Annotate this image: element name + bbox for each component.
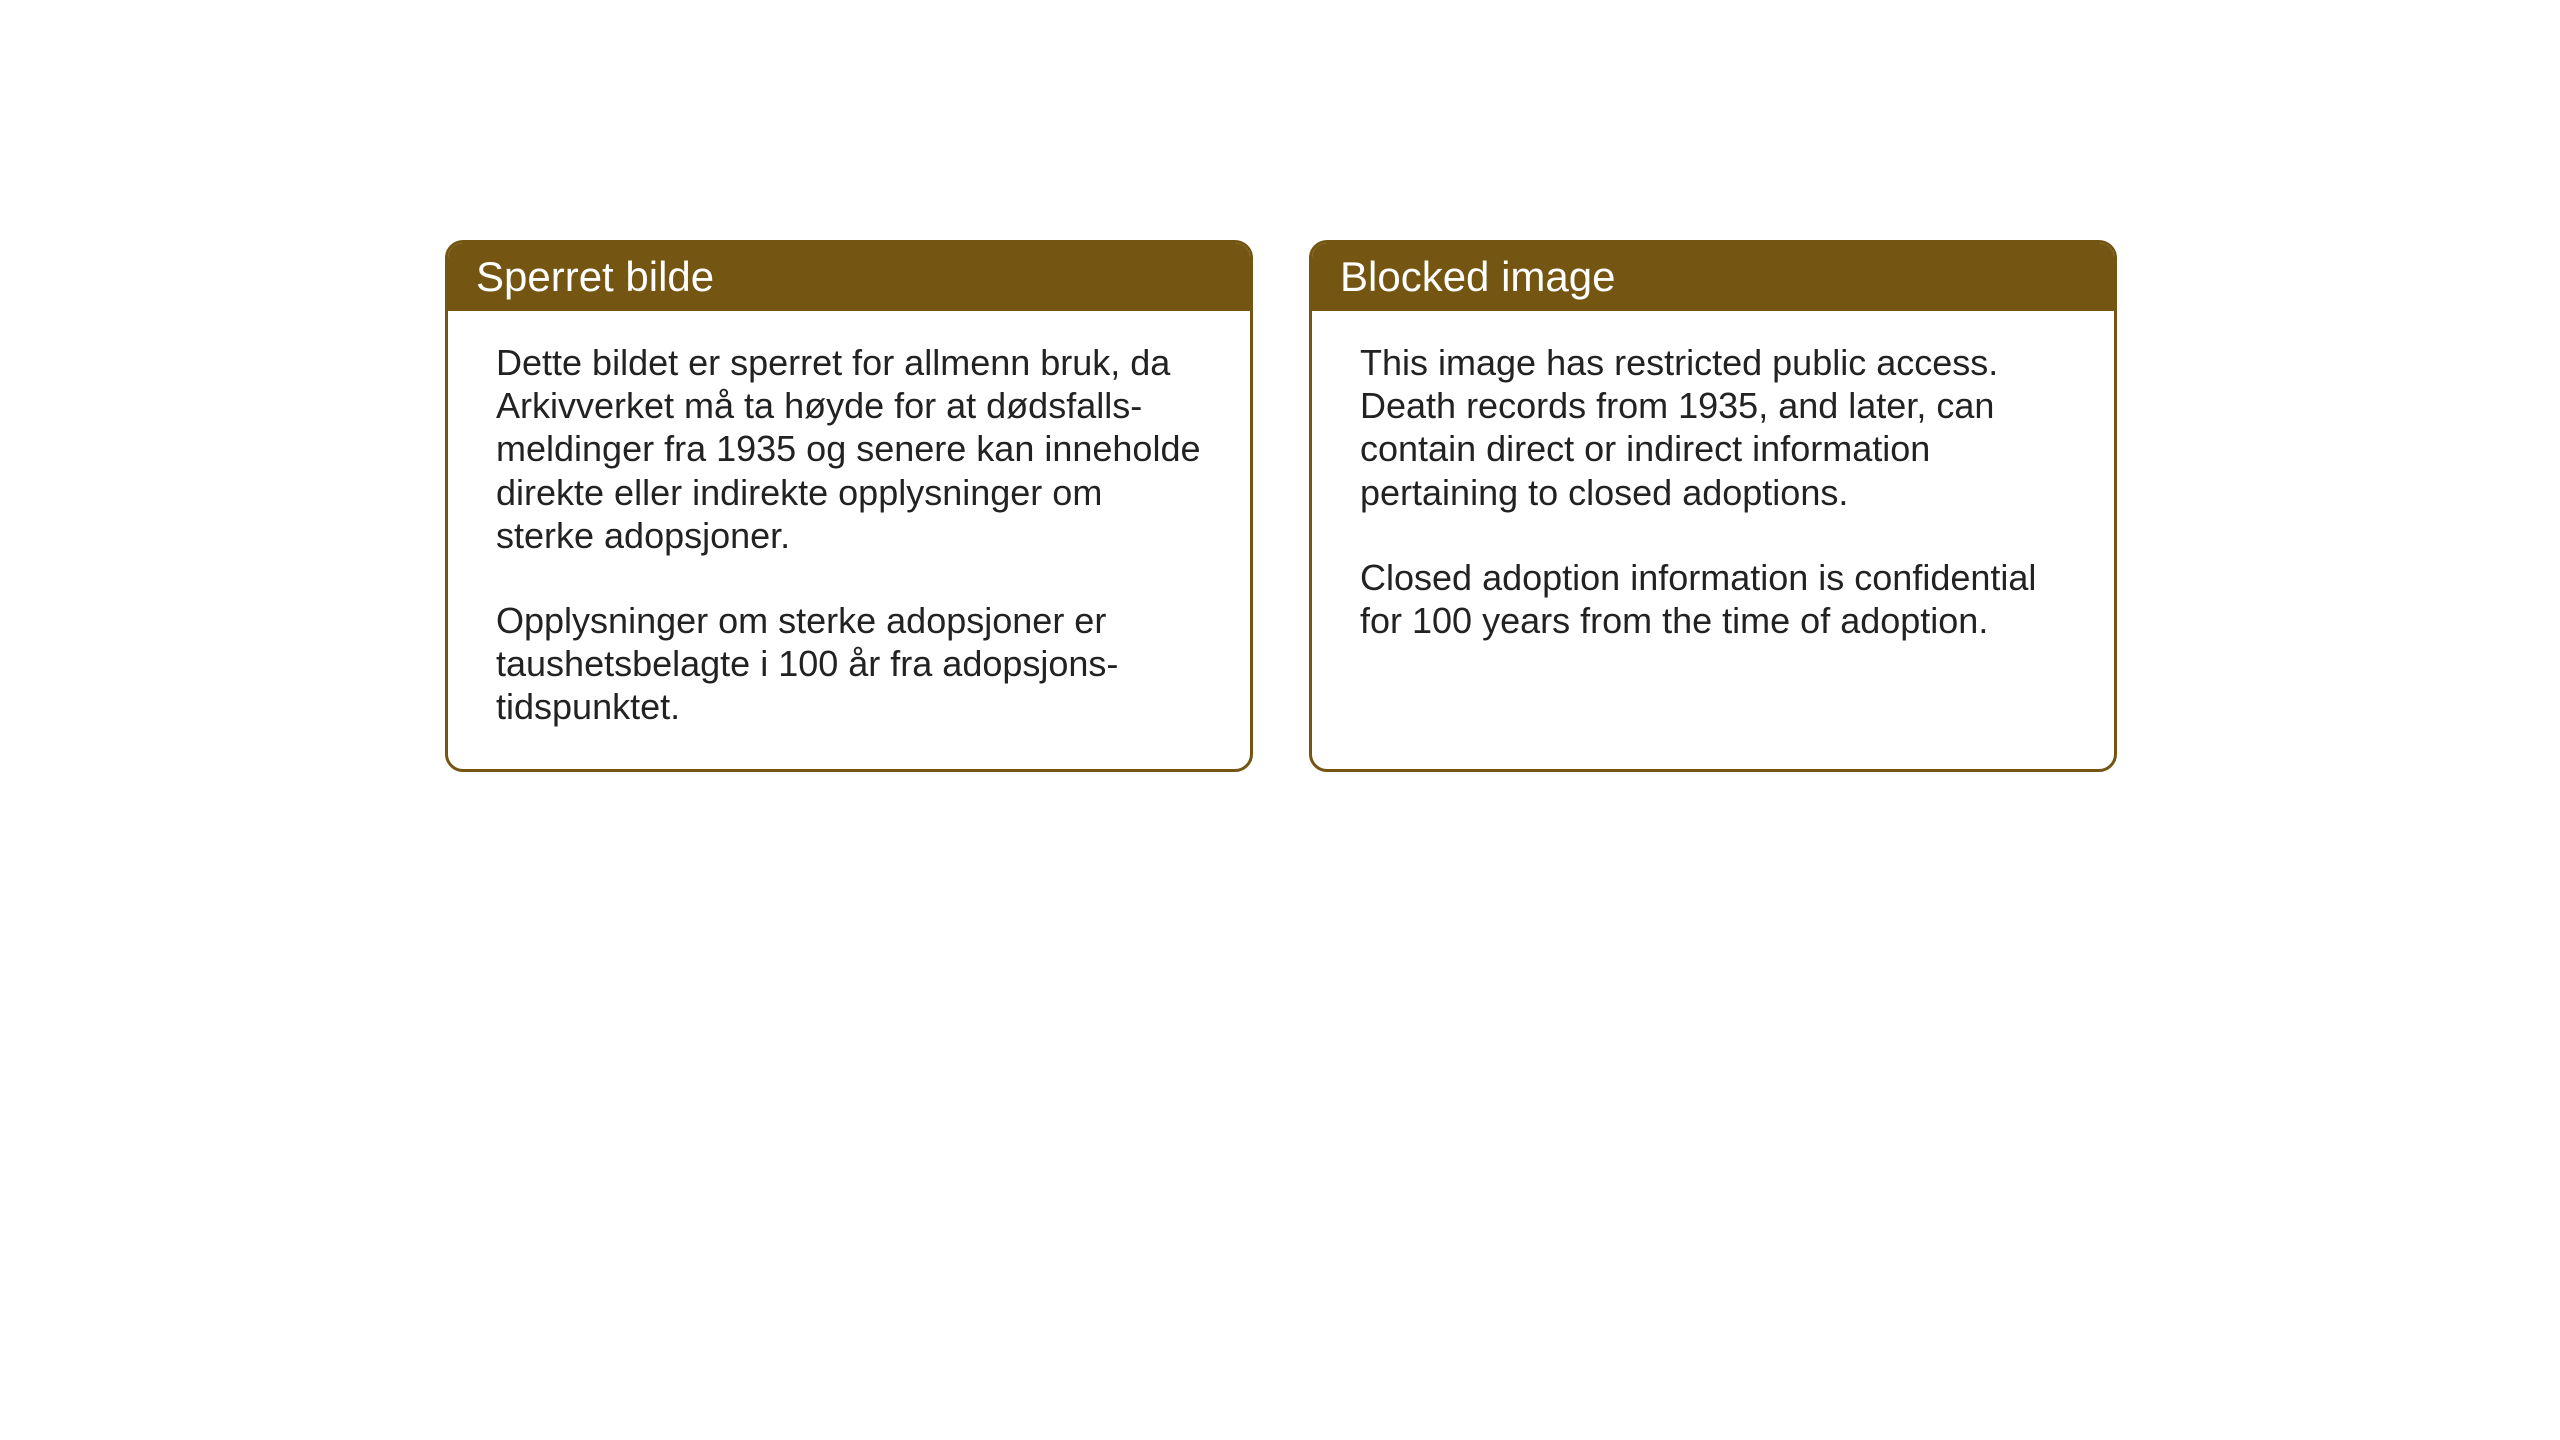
card-paragraph-english-1: This image has restricted public access.… (1360, 341, 2066, 514)
card-header-norwegian: Sperret bilde (448, 243, 1250, 311)
card-english: Blocked image This image has restricted … (1309, 240, 2117, 772)
card-body-english: This image has restricted public access.… (1312, 311, 2114, 751)
card-title-norwegian: Sperret bilde (476, 253, 714, 300)
card-body-norwegian: Dette bildet er sperret for allmenn bruk… (448, 311, 1250, 769)
card-paragraph-norwegian-2: Opplysninger om sterke adopsjoner er tau… (496, 599, 1202, 729)
card-header-english: Blocked image (1312, 243, 2114, 311)
cards-container: Sperret bilde Dette bildet er sperret fo… (445, 240, 2117, 772)
card-title-english: Blocked image (1340, 253, 1615, 300)
card-paragraph-english-2: Closed adoption information is confident… (1360, 556, 2066, 642)
card-norwegian: Sperret bilde Dette bildet er sperret fo… (445, 240, 1253, 772)
card-paragraph-norwegian-1: Dette bildet er sperret for allmenn bruk… (496, 341, 1202, 557)
